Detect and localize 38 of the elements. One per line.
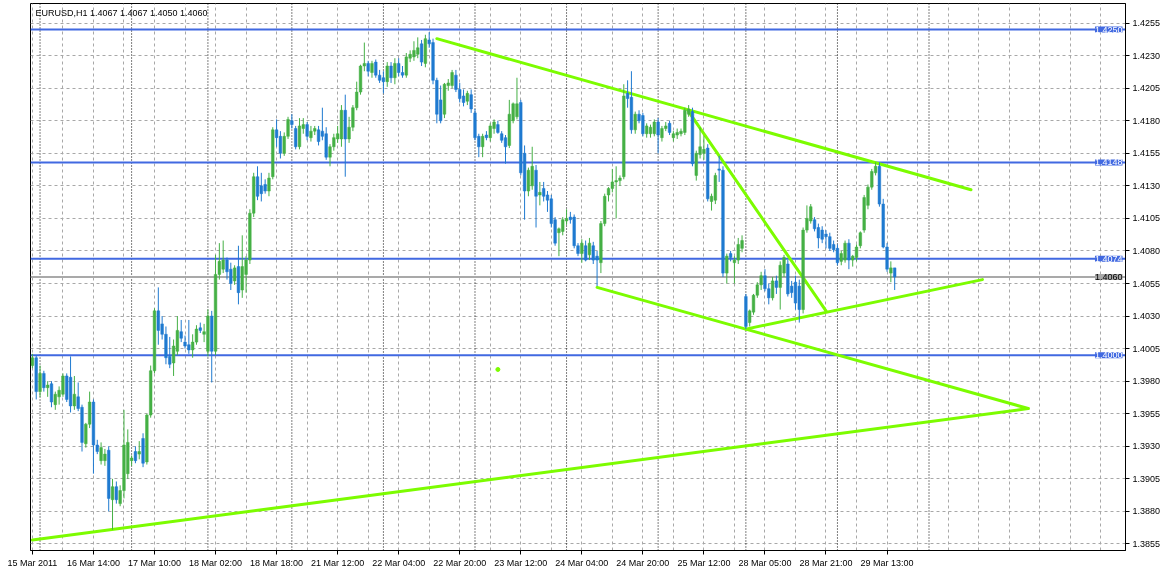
ref-line-label: 1.4060 — [1094, 272, 1123, 282]
x-tick-label: 22 Mar 20:00 — [433, 557, 487, 568]
y-tick-label: 1.3880 — [1132, 506, 1161, 517]
y-tick-label: 1.4055 — [1132, 278, 1161, 289]
y-tick-label: 1.4130 — [1132, 180, 1161, 191]
y-tick-label: 1.4205 — [1132, 83, 1161, 94]
y-tick-label: 1.3980 — [1132, 376, 1161, 387]
x-tick-label: 17 Mar 10:00 — [127, 557, 182, 568]
x-tick-label: 16 Mar 14:00 — [66, 557, 120, 568]
x-tick-label: 24 Mar 20:00 — [616, 557, 670, 568]
x-tick-label: 25 Mar 12:00 — [677, 557, 731, 568]
chart-title: EURUSD,H1 1.4067 1.4067 1.4050 1.4060 — [35, 7, 208, 18]
x-tick-label: 24 Mar 04:00 — [555, 557, 609, 568]
y-tick-label: 1.3930 — [1132, 441, 1161, 452]
x-tick-label: 28 Mar 05:00 — [738, 557, 792, 568]
y-tick-label: 1.4105 — [1132, 213, 1161, 224]
y-tick-label: 1.4230 — [1132, 50, 1161, 61]
y-tick-label: 1.3855 — [1132, 538, 1161, 549]
y-tick-label: 1.4030 — [1132, 311, 1161, 322]
x-tick-label: 18 Mar 18:00 — [250, 557, 304, 568]
y-tick-label: 1.3955 — [1132, 408, 1161, 419]
ref-line-label: 1.4074 — [1094, 253, 1123, 264]
y-tick-label: 1.4155 — [1132, 148, 1161, 159]
y-tick-label: 1.3905 — [1132, 473, 1161, 484]
x-tick-label: 23 Mar 12:00 — [494, 557, 548, 568]
x-tick-label: 29 Mar 13:00 — [860, 557, 914, 568]
ref-line-label: 1.4000 — [1094, 350, 1123, 361]
x-tick-label: 21 Mar 12:00 — [311, 557, 365, 568]
x-tick-label: 18 Mar 02:00 — [189, 557, 243, 568]
x-tick-label: 15 Mar 2011 — [7, 557, 58, 568]
x-tick-label: 28 Mar 21:00 — [799, 557, 853, 568]
y-tick-label: 1.4255 — [1132, 18, 1161, 29]
ref-line-label: 1.4148 — [1094, 157, 1123, 168]
y-tick-label: 1.4180 — [1132, 115, 1161, 126]
ref-line-label: 1.4250 — [1094, 24, 1123, 35]
y-tick-label: 1.4080 — [1132, 245, 1161, 256]
y-tick-label: 1.4005 — [1132, 343, 1161, 354]
x-tick-label: 22 Mar 04:00 — [372, 557, 426, 568]
